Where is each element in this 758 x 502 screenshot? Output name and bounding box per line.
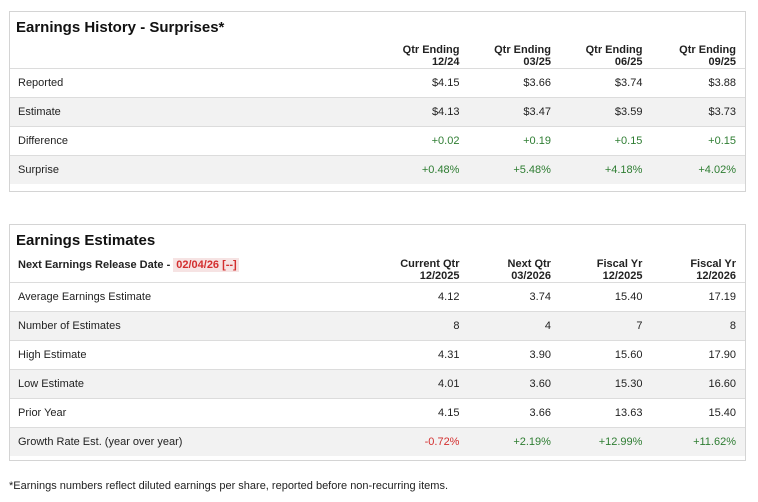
cell-value: +11.62% [693, 435, 736, 448]
cell-value: +4.18% [604, 163, 643, 176]
cell-value: +2.19% [513, 435, 551, 448]
cell-value: $4.15 [431, 76, 460, 89]
table-row: Number of Estimates 8 4 7 8 [10, 311, 745, 340]
earnings-history-title: Earnings History - Surprises* [16, 19, 225, 36]
row-label: Surprise [18, 163, 59, 176]
cell-value: 3.60 [529, 377, 551, 390]
release-details-link[interactable]: [--] [222, 258, 239, 273]
table-row: Estimate $4.13 $3.47 $3.59 $3.73 [10, 97, 745, 126]
column-header: Fiscal Yr 12/2025 [596, 257, 643, 282]
cell-value: +0.19 [523, 134, 551, 147]
cell-value: 15.40 [614, 290, 643, 303]
column-header: Qtr Ending 06/25 [585, 43, 643, 68]
row-label: High Estimate [18, 348, 87, 361]
cell-value: 4 [544, 319, 551, 332]
column-header: Qtr Ending 09/25 [679, 43, 736, 68]
cell-value: 13.63 [614, 406, 643, 419]
cell-value: $3.88 [708, 76, 736, 89]
release-date: 02/04/26 [173, 258, 223, 273]
cell-value: -0.72% [424, 435, 460, 448]
cell-value: +0.02 [431, 134, 460, 147]
cell-value: +0.48% [421, 163, 460, 176]
cell-value: 16.60 [708, 377, 736, 390]
table-header-row: Next Earnings Release Date -02/04/26 [--]… [10, 249, 745, 282]
row-label: Low Estimate [18, 377, 85, 390]
cell-value: 17.90 [708, 348, 736, 361]
row-label: Prior Year [18, 406, 67, 419]
table-row: Low Estimate 4.01 3.60 15.30 16.60 [10, 369, 745, 398]
footnote: *Earnings numbers reflect diluted earnin… [9, 480, 449, 492]
cell-value: 3.90 [529, 348, 551, 361]
table-row: Average Earnings Estimate 4.12 3.74 15.4… [10, 282, 745, 311]
column-header: Qtr Ending 03/25 [494, 43, 551, 68]
column-header: Current Qtr 12/2025 [400, 257, 460, 282]
cell-value: +4.02% [698, 163, 736, 176]
table-row: Reported $4.15 $3.66 $3.74 $3.88 [10, 68, 745, 97]
cell-value: 8 [453, 319, 460, 332]
row-label: Number of Estimates [18, 319, 121, 332]
cell-value: 4.15 [438, 406, 460, 419]
column-header: Qtr Ending 12/24 [402, 43, 460, 68]
release-label: Next Earnings Release Date - [18, 259, 171, 272]
column-header: Next Qtr 03/2026 [507, 257, 551, 282]
cell-value: +0.15 [614, 134, 643, 147]
cell-value: $4.13 [431, 105, 460, 118]
cell-value: 17.19 [708, 290, 736, 303]
row-label: Growth Rate Est. (year over year) [18, 435, 183, 448]
cell-value: 15.40 [708, 406, 736, 419]
cell-value: +12.99% [598, 435, 643, 448]
cell-value: $3.74 [614, 76, 643, 89]
cell-value: 3.74 [529, 290, 551, 303]
earnings-history-table: Qtr Ending 12/24 Qtr Ending 03/25 Qtr Endi… [10, 36, 745, 184]
cell-value: 4.31 [438, 348, 460, 361]
earnings-estimates-table: Next Earnings Release Date -02/04/26 [--]… [10, 249, 745, 456]
cell-value: +0.15 [708, 134, 736, 147]
row-label: Difference [18, 134, 68, 147]
table-header-row: Qtr Ending 12/24 Qtr Ending 03/25 Qtr Endi… [10, 36, 745, 68]
next-release-info: Next Earnings Release Date -02/04/26 [--] [10, 249, 377, 282]
column-header: Fiscal Yr 12/2026 [690, 257, 736, 282]
row-label: Estimate [18, 105, 61, 118]
row-label: Reported [18, 76, 64, 89]
table-row: Prior Year 4.15 3.66 13.63 15.40 [10, 398, 745, 427]
cell-value: 4.12 [438, 290, 460, 303]
row-label: Average Earnings Estimate [18, 290, 152, 303]
earnings-estimates-panel: Earnings Estimates Next Earnings Release… [9, 224, 746, 461]
earnings-estimates-title: Earnings Estimates [16, 232, 156, 249]
earnings-history-panel: Earnings History - Surprises* Qtr Ending… [9, 11, 746, 192]
cell-value: 4.01 [438, 377, 460, 390]
table-row: Growth Rate Est. (year over year) -0.72%… [10, 427, 745, 456]
table-row: Difference +0.02 +0.19 +0.15 +0.15 [10, 126, 745, 155]
cell-value: 3.66 [529, 406, 551, 419]
cell-value: $3.47 [523, 105, 551, 118]
cell-value: 8 [729, 319, 736, 332]
cell-value: 15.30 [614, 377, 643, 390]
table-row: High Estimate 4.31 3.90 15.60 17.90 [10, 340, 745, 369]
cell-value: 7 [636, 319, 643, 332]
cell-value: $3.66 [523, 76, 551, 89]
cell-value: $3.73 [708, 105, 736, 118]
table-row: Surprise +0.48% +5.48% +4.18% +4.02% [10, 155, 745, 184]
cell-value: 15.60 [614, 348, 643, 361]
cell-value: +5.48% [513, 163, 551, 176]
cell-value: $3.59 [614, 105, 643, 118]
